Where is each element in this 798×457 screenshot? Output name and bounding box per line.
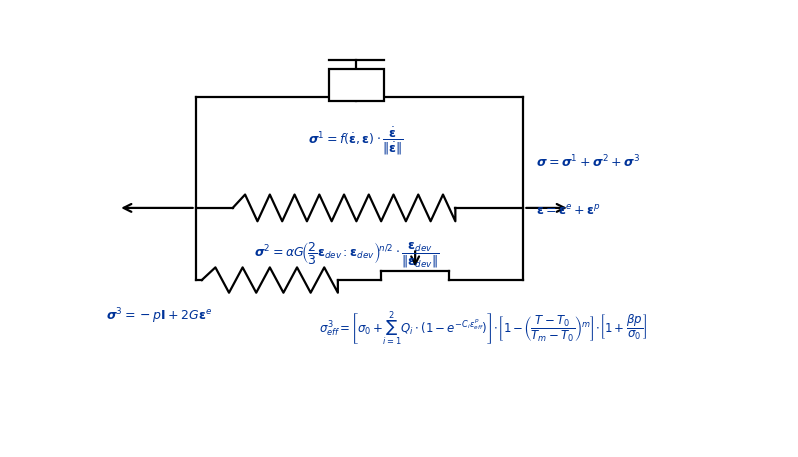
Text: $\boldsymbol{\sigma} = \boldsymbol{\sigma}^1 + \boldsymbol{\sigma}^2 + \boldsymb: $\boldsymbol{\sigma} = \boldsymbol{\sigm…	[535, 154, 640, 170]
Text: $\boldsymbol{\sigma}^2 = \alpha G\!\left(\dfrac{2}{3}\boldsymbol{\varepsilon}_{d: $\boldsymbol{\sigma}^2 = \alpha G\!\left…	[255, 241, 440, 271]
Text: $\boldsymbol{\sigma}^3 = -p\mathbf{I} + 2G\boldsymbol{\varepsilon}^e$: $\boldsymbol{\sigma}^3 = -p\mathbf{I} + …	[106, 307, 212, 326]
Bar	[329, 69, 384, 101]
Text: $\boldsymbol{\sigma}^1 = f(\dot{\boldsymbol{\varepsilon}},\boldsymbol{\varepsilo: $\boldsymbol{\sigma}^1 = f(\dot{\boldsym…	[309, 125, 405, 156]
Text: $\boldsymbol{\varepsilon} = \boldsymbol{\varepsilon}^e + \boldsymbol{\varepsilon: $\boldsymbol{\varepsilon} = \boldsymbol{…	[535, 204, 600, 218]
Text: $\sigma^3_{eff} = \!\left[\sigma_0 + \!\sum_{i=1}^{2} Q_i \cdot (1 - e^{-C_i \va: $\sigma^3_{eff} = \!\left[\sigma_0 + \!\…	[319, 310, 648, 348]
